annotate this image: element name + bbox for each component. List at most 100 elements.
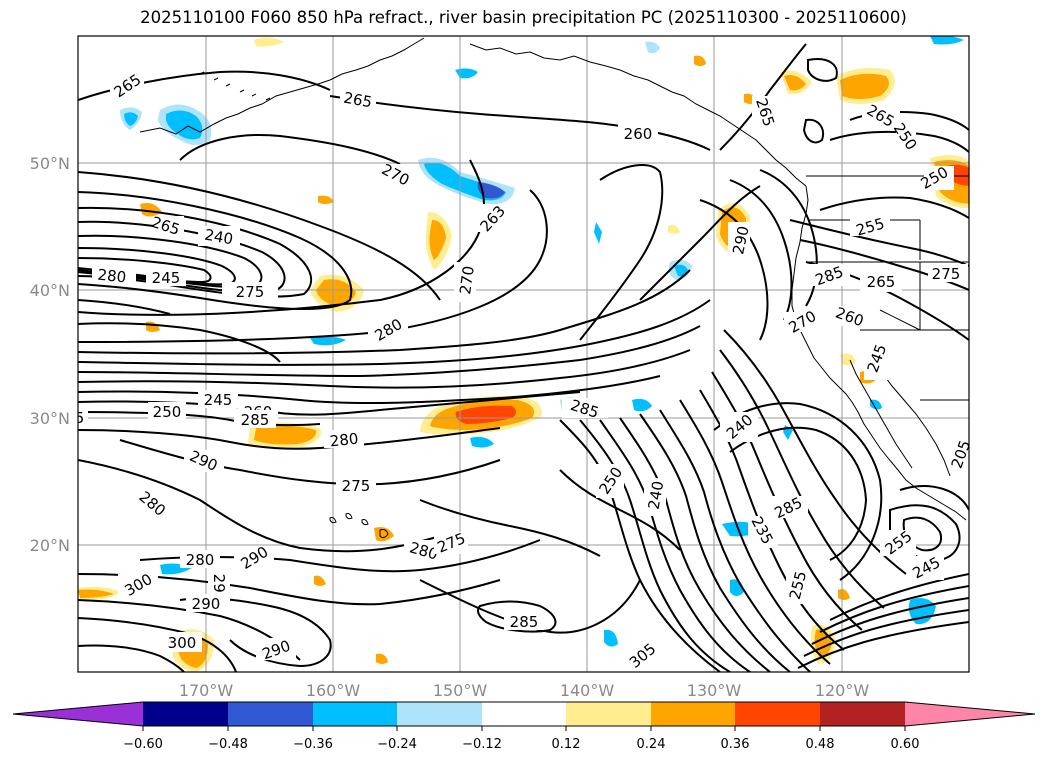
contour-line	[679, 399, 831, 665]
colorbar-tick-label: 0.24	[637, 737, 666, 752]
anomaly-patch	[784, 75, 806, 91]
contour-label-bg	[908, 556, 944, 580]
contour-label: 265	[867, 273, 896, 291]
anomaly-patch	[674, 264, 688, 277]
contour-label: 280	[97, 266, 127, 287]
contour-line	[477, 600, 557, 633]
contour-label: 245	[152, 269, 181, 287]
colorbar-under-triangle	[13, 702, 143, 726]
contour-label-bg	[850, 216, 890, 236]
contour-line	[78, 191, 353, 311]
contour-line	[807, 58, 838, 82]
contour-line	[179, 597, 332, 668]
contour-label: 250	[153, 403, 182, 421]
contour-line	[899, 485, 969, 511]
contour-line	[802, 118, 824, 144]
contour-label: 290	[729, 224, 753, 256]
contour-label-bg	[786, 570, 808, 604]
contour-label-bg	[136, 490, 170, 518]
contour-line	[819, 196, 969, 219]
anomaly-patch	[840, 353, 856, 366]
lon-tick-label: 140°W	[560, 681, 615, 700]
contour-line	[723, 329, 907, 575]
lat-tick-labels: 50°N 40°N 30°N 20°N	[30, 154, 70, 555]
contour-line	[78, 644, 185, 672]
contour-line	[179, 134, 401, 165]
anomaly-patch	[840, 73, 889, 99]
contour-line	[78, 459, 441, 553]
anomaly-patch	[477, 182, 505, 199]
contour-label-bg	[562, 398, 608, 418]
contour-label-bg	[784, 312, 820, 332]
contour-label-bg	[368, 318, 408, 340]
colorbar-segment	[735, 702, 820, 726]
contour-line	[713, 402, 883, 581]
contour-label-bg	[184, 450, 224, 472]
contour-label-bg	[896, 122, 916, 150]
contour-label: 280	[186, 551, 215, 569]
contour-label: 280	[329, 430, 359, 451]
colorbar-ticks	[142, 726, 906, 731]
colorbar-segment	[820, 702, 905, 726]
contour-label: 285	[241, 411, 270, 429]
colorbar-over-triangle	[905, 702, 1035, 726]
contour-line	[78, 349, 691, 389]
contour-label-bg	[478, 204, 506, 232]
contour-line	[78, 375, 661, 405]
contour-label-bg	[234, 546, 274, 570]
colorbar-tick-label: 0.48	[806, 737, 835, 752]
anomaly-patch	[455, 405, 516, 424]
contour-line	[811, 597, 969, 645]
lon-tick-label: 120°W	[815, 681, 870, 700]
contour-label-bg	[234, 410, 276, 428]
contour-label: 270	[456, 265, 478, 296]
contour-label-bg	[118, 574, 158, 596]
contour-label: 195	[47, 626, 76, 644]
graticule	[78, 36, 969, 672]
anomaly-patch	[594, 222, 602, 244]
colorbar-segment	[651, 702, 735, 726]
contour-label-bg	[454, 262, 476, 302]
colorbar-segment	[482, 702, 566, 726]
anomaly-patch	[470, 436, 494, 448]
colorbar-tick-label: 0.36	[721, 737, 750, 752]
contour-label-bg	[324, 430, 364, 448]
anomaly-patch	[604, 629, 618, 647]
contour-label: 240	[203, 226, 234, 249]
contour-label-bg	[434, 532, 468, 554]
contour-label-bg	[752, 96, 776, 130]
lon-tick-labels: 170°W 160°W 150°W 140°W 130°W 120°W	[179, 681, 870, 700]
contour-label-bg	[924, 166, 954, 190]
contour-line	[559, 469, 681, 551]
contour-line	[797, 621, 969, 669]
contour-label-bg	[596, 464, 624, 498]
anomaly-patch	[455, 68, 478, 79]
colorbar: −0.60 −0.48 −0.36 −0.24 −0.12 0.12 0.24 …	[12, 701, 1036, 752]
alaska-coastline	[139, 37, 425, 135]
contour-label-bg	[146, 268, 186, 286]
contour-label: 255	[56, 409, 85, 427]
anomaly-patch	[254, 37, 284, 47]
contour-label-bg	[880, 530, 916, 556]
baja-california	[849, 359, 913, 469]
positive-anomaly-patches	[78, 37, 969, 672]
contour-line	[78, 269, 691, 355]
colorbar-segment	[397, 702, 482, 726]
anomaly-patch	[124, 112, 138, 126]
contour-label: 260	[624, 125, 653, 143]
anomaly-patch	[668, 224, 680, 234]
contour-label: 275	[236, 283, 265, 301]
contour-label-bg	[862, 104, 900, 126]
anomaly-patch	[376, 653, 388, 664]
anomaly-patch	[314, 575, 326, 586]
contour-line	[579, 419, 731, 672]
lon-tick-label: 160°W	[306, 681, 361, 700]
plot-frame	[77, 35, 970, 673]
colorbar-segment	[313, 702, 397, 726]
hawaii-islands	[329, 513, 389, 539]
lat-tick-label: 30°N	[30, 409, 70, 428]
contour-line	[78, 427, 501, 450]
northwest-coastline	[791, 185, 967, 521]
lon-tick-label: 150°W	[433, 681, 488, 700]
